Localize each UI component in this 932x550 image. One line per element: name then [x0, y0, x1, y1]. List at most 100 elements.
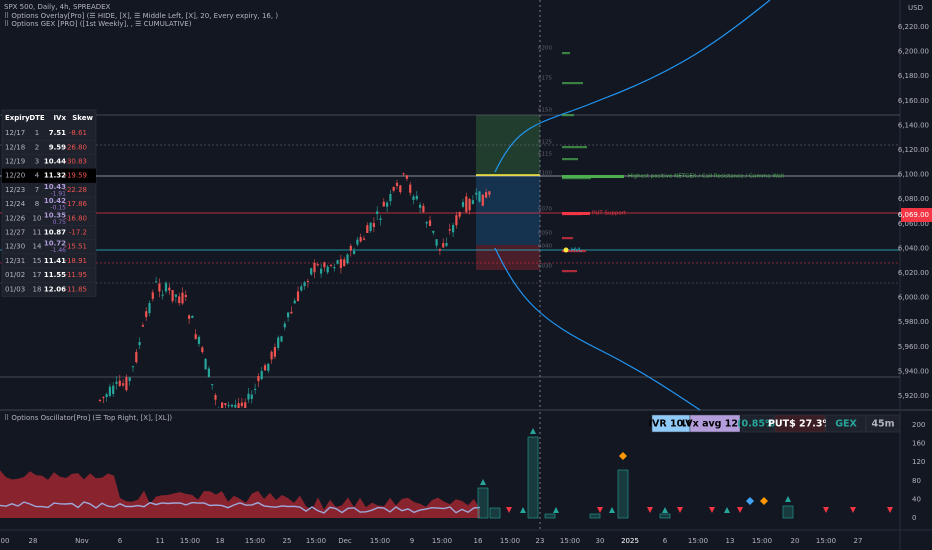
candle-body	[178, 296, 181, 304]
candle-body	[488, 191, 491, 195]
candle-body	[293, 300, 296, 304]
badge	[774, 414, 826, 433]
time-label: 27	[854, 537, 863, 545]
signal-marker	[737, 507, 743, 513]
candle-body	[263, 365, 267, 371]
expiry: 12/23	[5, 186, 25, 194]
candle-body	[214, 395, 217, 400]
strike-label: 6150	[538, 108, 552, 114]
candle-body	[148, 303, 151, 314]
ivx: 10.44	[44, 158, 66, 166]
skew: -11.95	[64, 271, 87, 279]
call-zone	[476, 115, 540, 176]
table-header: Expiry	[5, 114, 30, 122]
osc-bar	[527, 436, 539, 519]
level-label: HVL	[571, 248, 583, 254]
table-header: Skew	[72, 114, 93, 122]
signal-marker	[647, 507, 653, 513]
candle-body	[346, 254, 349, 264]
expiry: 01/03	[5, 285, 25, 293]
ivx: 9.59	[49, 143, 66, 151]
time-label: Dec	[338, 537, 352, 545]
time-label: 20	[791, 537, 800, 545]
candle-body	[386, 202, 389, 207]
candle-body	[138, 341, 141, 346]
candle-body	[313, 262, 316, 273]
price-label: 6,140.00	[898, 121, 929, 129]
candle-body	[366, 225, 369, 234]
skew: -30.83	[64, 158, 87, 166]
signal-marker	[506, 507, 512, 513]
osc-axis-label: 80	[912, 477, 921, 485]
candle-body	[155, 281, 158, 283]
expiry: 12/17	[5, 129, 25, 137]
badge	[741, 414, 775, 433]
dte: 15	[33, 257, 42, 265]
ivx: 10.43	[44, 183, 66, 191]
price-label: 6,180.00	[898, 72, 929, 80]
symbol-title: SPX 500, Daily, 4h, SPREADEX	[4, 3, 111, 11]
signal-marker	[662, 507, 668, 513]
candle-body	[419, 204, 422, 208]
candle-body	[323, 262, 326, 268]
strike-label: 6070	[538, 207, 552, 213]
candle-body	[465, 196, 468, 213]
strike-bar	[562, 237, 573, 240]
candle-body	[237, 403, 240, 408]
price-label: 6,120.00	[898, 146, 929, 154]
time-label: 15:00	[752, 537, 772, 545]
candle-body	[267, 363, 270, 371]
time-label: 15:00	[180, 537, 200, 545]
candle-body	[353, 250, 356, 255]
oscillator-title: ⠿ Options Oscillator[Pro] (☰ Top Right, …	[4, 414, 172, 422]
expiry: 12/27	[5, 229, 25, 237]
dte: 1	[35, 129, 39, 137]
strike-label: 6100	[538, 171, 552, 177]
signal-marker	[709, 507, 715, 513]
ivx-change: -1.91	[50, 190, 66, 197]
ivx-change: -1.46	[50, 247, 66, 254]
candle-body	[336, 260, 339, 264]
osc-bar	[489, 507, 501, 519]
price-label: 6,100.00	[898, 171, 929, 179]
time-label: 23	[536, 537, 545, 545]
candle-body	[194, 334, 197, 339]
signal-marker	[887, 507, 893, 513]
candle-body	[445, 243, 448, 246]
candle-body	[362, 238, 366, 240]
dte: 10	[33, 214, 42, 222]
candle-body	[392, 187, 395, 191]
candle-body	[359, 237, 362, 242]
candle-body	[303, 282, 306, 287]
row-highlight	[2, 168, 96, 183]
expiry: 12/18	[5, 143, 25, 151]
candle-body	[244, 402, 247, 408]
candle-body	[98, 399, 102, 401]
diamond-marker	[760, 497, 768, 505]
strike-label: 6050	[538, 231, 552, 237]
price-label: 5,920.00	[898, 392, 929, 400]
candle-body	[112, 385, 115, 394]
candle-body	[201, 347, 204, 353]
skew: -16.80	[64, 214, 87, 222]
candle-body	[240, 402, 243, 406]
time-label: 28	[29, 537, 38, 545]
candle-body	[461, 202, 465, 207]
candle-body	[438, 248, 441, 251]
candle-body	[379, 218, 382, 220]
ivx-change: 0.75	[53, 219, 67, 226]
time-label: 15:00	[432, 537, 452, 545]
candle-body	[270, 351, 273, 360]
candle-body	[452, 225, 455, 233]
time-label: 15:00	[306, 537, 326, 545]
candle-body	[257, 376, 260, 382]
expiry: 12/24	[5, 200, 26, 208]
badge	[689, 414, 741, 433]
candle-body	[376, 211, 379, 214]
candle-body	[405, 175, 408, 179]
candle-body	[329, 264, 333, 266]
candle-body	[273, 347, 276, 357]
price-label: 6,000.00	[898, 294, 929, 302]
hvl-dot	[563, 247, 569, 253]
strike-bar	[562, 52, 570, 55]
